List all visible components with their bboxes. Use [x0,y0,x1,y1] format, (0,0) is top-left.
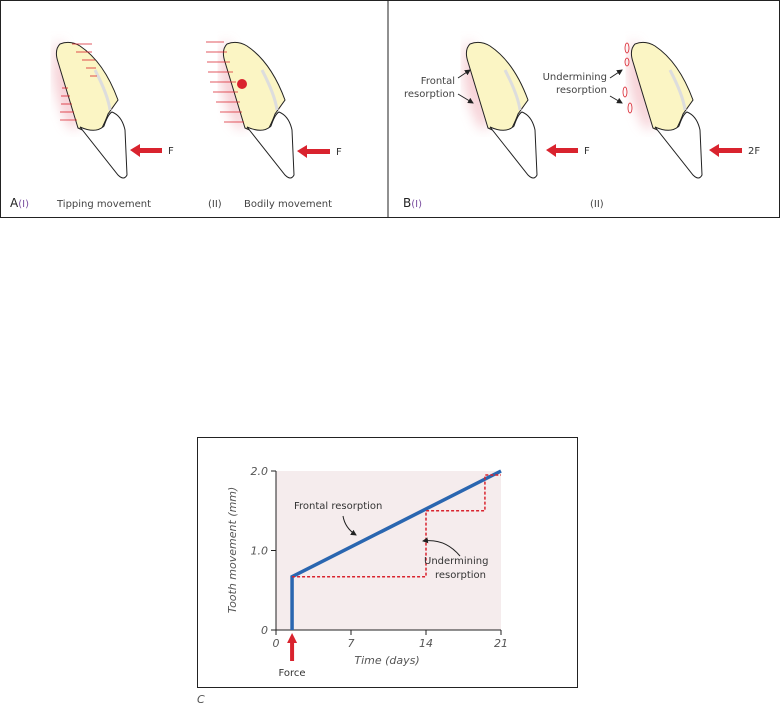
annotation-under-1: Undermining [424,556,488,567]
axes: 0 7 14 21 0 1.0 2.0 [251,465,509,650]
y-axis-label: Tooth movement (mm) [226,487,239,614]
tooth-undermining [629,40,702,178]
frontal-label-2: resorption [404,89,455,100]
series-undermining [292,474,501,578]
x-tick-label: 7 [348,637,355,650]
undermining-label-1: Undermining [543,72,607,83]
force-arrow [546,144,578,157]
y-tick-label: 1.0 [251,545,269,558]
frontal-label-1: Frontal [421,76,455,87]
undermining-lacunae [622,42,633,114]
force-label: F [336,147,342,158]
panel-label-c: C [197,693,205,705]
force-label: Force [279,668,306,679]
x-axis-label: Time (days) [354,654,419,667]
pointer-arrow [457,93,474,104]
stress-arrows-tipping [60,43,97,121]
force-label: F [584,146,590,157]
tooth-tipping [54,40,127,178]
force-arrow [709,144,742,157]
panel-sub-a2: (II) [208,199,222,210]
tooth-frontal [464,40,537,178]
annotation-arrow [422,537,461,557]
annotation-frontal: Frontal resorption [294,501,382,512]
tooth-bodily [221,40,294,178]
force-arrow [287,633,298,661]
force-label: 2F [748,146,760,157]
center-of-resistance [237,79,247,89]
annotation-under-2: resorption [435,570,486,581]
series-group [290,469,502,630]
plot-background [276,471,501,630]
x-tick-label: 21 [494,637,508,650]
force-arrow [297,145,330,158]
panel-sub-b2: (II) [590,199,604,210]
x-tick-label: 0 [273,637,280,650]
caption-bodily: Bodily movement [244,199,332,210]
undermining-label-2: resorption [556,85,607,96]
chart-frame [197,437,578,688]
annotation-arrow [342,515,357,536]
y-tick-label: 0 [261,624,268,637]
force-label: F [168,146,174,157]
caption-tipping: Tipping movement [56,199,151,210]
x-tick-label: 14 [419,637,433,650]
pointer-arrow [609,95,623,104]
y-tick-label: 2.0 [251,465,269,478]
panel-label-b: B(I) [403,196,422,210]
pointer-arrow [457,69,471,79]
stress-arrows-bodily [206,41,244,123]
force-arrow [130,144,162,157]
pointer-arrow [609,69,623,79]
panel-label-a: A(I) [10,196,29,210]
